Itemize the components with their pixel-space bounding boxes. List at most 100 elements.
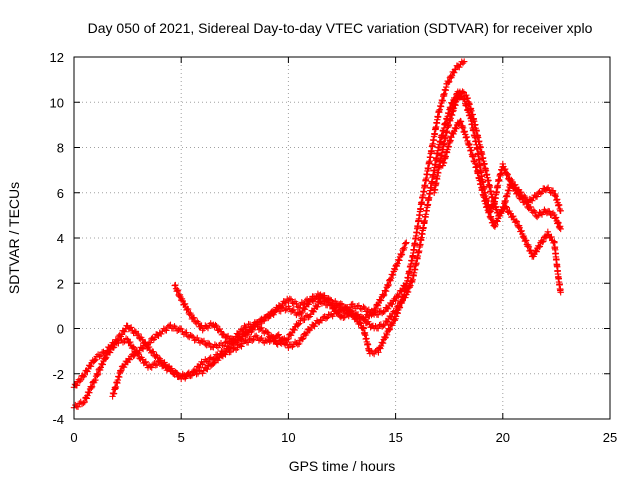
data-point	[87, 363, 95, 370]
data-point	[174, 287, 182, 295]
data-point	[301, 300, 308, 308]
data-point	[357, 320, 364, 327]
data-point	[504, 171, 511, 178]
data-point	[157, 330, 165, 338]
data-point	[540, 238, 547, 245]
data-point	[383, 331, 391, 339]
data-point	[167, 321, 174, 329]
data-point	[204, 358, 212, 366]
data-point	[168, 365, 175, 372]
data-point	[322, 315, 330, 322]
series-track-d	[171, 58, 468, 358]
data-point	[129, 343, 137, 350]
data-point	[283, 336, 291, 343]
data-point	[117, 367, 125, 374]
data-point	[275, 331, 282, 338]
data-point	[403, 288, 411, 295]
data-point	[521, 192, 528, 200]
data-point	[157, 357, 165, 364]
data-point	[299, 335, 307, 342]
data-point	[374, 301, 381, 308]
data-point	[184, 305, 192, 313]
data-point	[92, 376, 99, 384]
data-point	[249, 337, 256, 344]
data-point	[99, 361, 107, 368]
data-point	[258, 334, 265, 342]
data-point	[385, 281, 392, 289]
data-point	[517, 189, 525, 196]
data-point	[366, 312, 373, 320]
data-point	[511, 181, 519, 188]
data-point	[187, 372, 194, 380]
x-axis-title: GPS time / hours	[289, 458, 396, 474]
data-point	[188, 372, 196, 379]
data-point	[523, 237, 530, 244]
data-point	[388, 320, 395, 328]
data-point	[338, 300, 346, 308]
data-point	[492, 221, 499, 229]
data-point	[97, 352, 104, 360]
data-point	[212, 321, 219, 329]
data-point	[456, 64, 463, 71]
data-point	[77, 376, 85, 384]
data-point	[194, 318, 201, 325]
data-point	[183, 329, 190, 336]
data-point	[88, 384, 95, 392]
data-point	[391, 317, 399, 324]
y-axis-title: SDTVAR / TECUs	[6, 182, 22, 294]
data-point	[361, 304, 368, 312]
data-point	[337, 300, 344, 307]
data-point	[81, 398, 88, 406]
data-point	[244, 329, 252, 336]
data-point	[539, 238, 546, 246]
x-tick-label: 10	[281, 430, 295, 445]
data-point	[294, 341, 301, 348]
data-point	[530, 207, 538, 214]
data-point	[210, 355, 217, 363]
data-point	[494, 218, 501, 225]
data-point	[408, 277, 415, 285]
x-tick-label: 25	[603, 430, 617, 445]
data-point	[200, 337, 208, 345]
data-point	[529, 251, 537, 259]
data-point	[196, 364, 203, 371]
data-point	[372, 347, 379, 355]
data-point	[379, 339, 387, 347]
chart-title: Day 050 of 2021, Sidereal Day-to-day VTE…	[88, 20, 593, 36]
data-point	[546, 208, 553, 215]
data-point	[389, 271, 397, 279]
data-point	[250, 336, 257, 343]
data-point	[515, 223, 522, 231]
data-point	[120, 363, 128, 371]
data-point	[263, 328, 271, 336]
data-point	[197, 323, 204, 330]
data-point	[147, 339, 154, 346]
data-point	[96, 353, 103, 360]
data-point	[533, 213, 541, 221]
data-point	[461, 58, 468, 65]
data-point	[398, 251, 405, 259]
data-point	[86, 389, 93, 396]
data-point	[533, 193, 541, 200]
data-point	[518, 227, 525, 234]
data-point	[195, 319, 202, 327]
y-tick-label: 8	[57, 141, 64, 156]
data-point	[84, 368, 91, 375]
data-point	[176, 292, 183, 300]
data-point	[148, 364, 155, 371]
data-point	[172, 281, 179, 289]
data-point	[238, 343, 245, 350]
data-point	[453, 125, 460, 132]
grid-lines	[74, 57, 610, 419]
data-point	[172, 368, 179, 376]
data-point	[403, 239, 410, 246]
data-point	[374, 302, 382, 309]
data-point	[303, 329, 311, 337]
y-tick-label: 4	[57, 231, 64, 246]
data-point	[261, 317, 268, 324]
data-point	[293, 300, 300, 307]
data-point	[544, 184, 552, 191]
data-point	[204, 324, 212, 332]
data-point	[163, 327, 170, 334]
data-point	[220, 342, 228, 350]
